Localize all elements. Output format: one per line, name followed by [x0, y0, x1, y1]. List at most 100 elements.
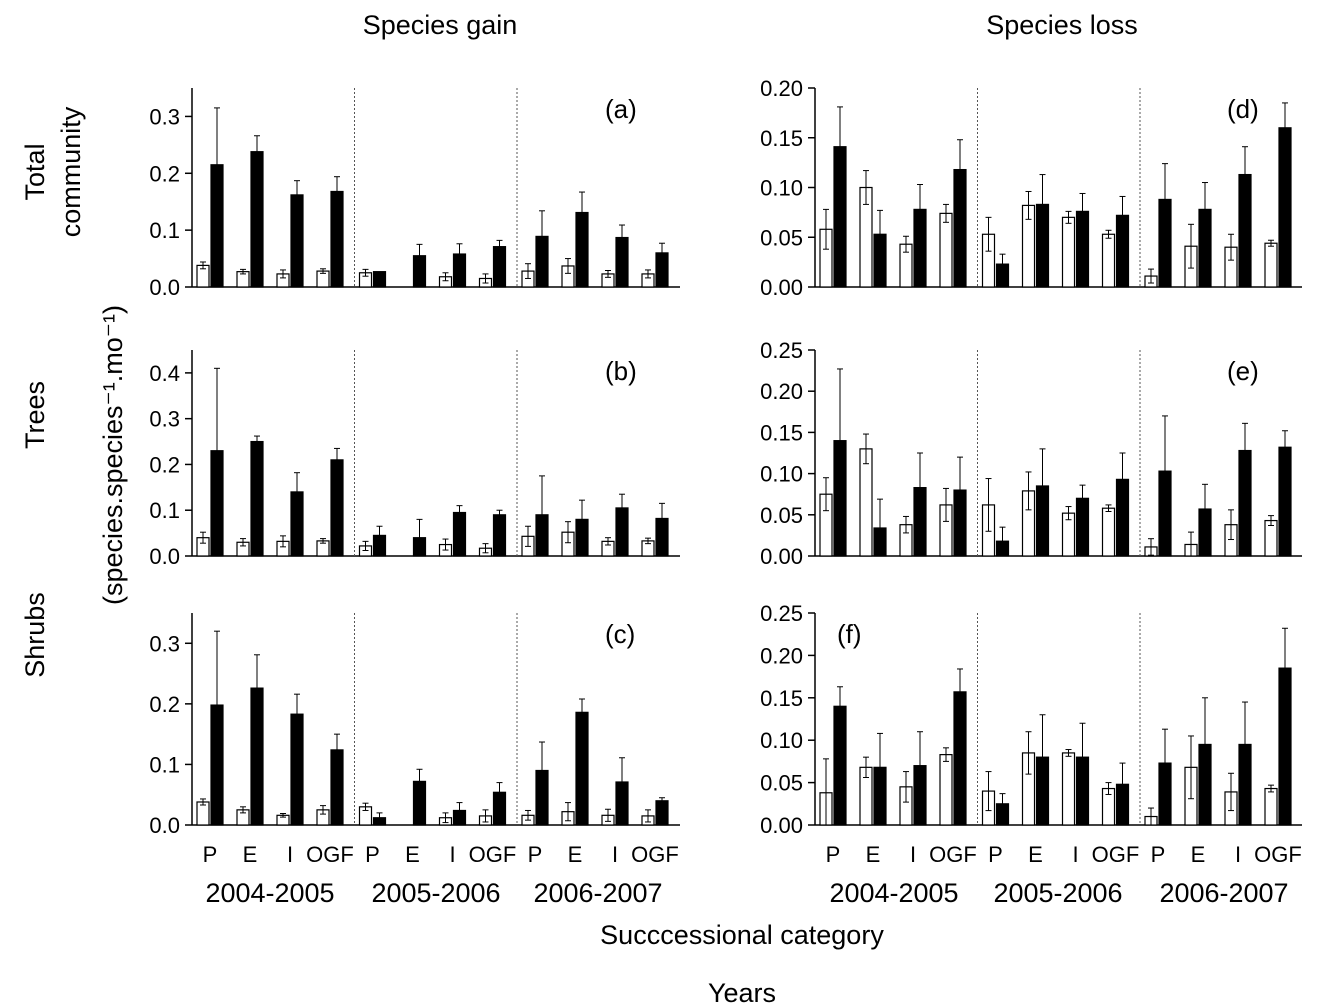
bar	[995, 540, 1010, 557]
bar	[833, 146, 847, 288]
bar	[1238, 743, 1252, 826]
bar	[939, 754, 953, 826]
bar	[1278, 127, 1292, 288]
bar	[953, 691, 967, 826]
bar	[535, 235, 549, 288]
y-tick-label: 0.00	[760, 544, 803, 569]
panel-label: (d)	[1227, 94, 1259, 124]
bar	[1278, 667, 1292, 826]
bar	[953, 168, 967, 288]
category-tick-label: I	[910, 842, 916, 867]
bar	[412, 537, 427, 557]
y-tick-label: 0.3	[149, 407, 180, 432]
y-tick-label: 0.20	[760, 76, 803, 101]
bar	[873, 766, 887, 826]
bar	[575, 211, 589, 288]
bar	[290, 713, 304, 826]
row-label-total-line2: community	[56, 106, 86, 237]
y-tick-label: 0.2	[149, 161, 180, 186]
bar	[452, 809, 467, 826]
category-tick-label: P	[1151, 842, 1166, 867]
y-tick-label: 0.20	[760, 643, 803, 668]
y-tick-label: 0.05	[760, 503, 803, 528]
bar	[1264, 242, 1278, 288]
panel-f: 0.00 0.05 0.10 0.15 0.20 0.25 (f)	[760, 601, 1302, 838]
bar	[372, 817, 387, 826]
category-tick-label: OGF	[1092, 842, 1140, 867]
year-label-loss-1: 2004-2005	[829, 878, 958, 908]
bar	[492, 514, 507, 557]
bar	[492, 246, 507, 288]
bar	[1115, 214, 1130, 288]
bar	[1035, 756, 1050, 826]
bar	[913, 765, 927, 826]
bar	[913, 208, 927, 288]
bar	[210, 450, 224, 557]
bar	[1238, 173, 1252, 288]
y-tick-label: 0.05	[760, 225, 803, 250]
category-tick-label: I	[612, 842, 618, 867]
bar	[655, 517, 669, 557]
row-label-trees: Trees	[20, 381, 50, 449]
category-tick-label: OGF	[929, 842, 977, 867]
bar	[1101, 507, 1116, 557]
row-label-total-line1: Total	[20, 143, 50, 200]
bar	[615, 236, 629, 288]
header-species-loss: Species loss	[986, 10, 1138, 40]
y-tick-label: 0.4	[149, 361, 180, 386]
bar	[615, 507, 629, 557]
y-tick-label: 0.10	[760, 728, 803, 753]
panel-label: (b)	[605, 356, 637, 386]
bar	[1198, 743, 1212, 826]
bar	[492, 791, 507, 826]
category-tick-label: P	[988, 842, 1003, 867]
bar	[372, 271, 387, 288]
bar	[575, 518, 589, 557]
bar	[995, 263, 1010, 288]
bar	[655, 252, 669, 288]
bar	[330, 749, 344, 826]
y-tick-label: 0.20	[760, 379, 803, 404]
bar	[535, 769, 549, 826]
bar	[1278, 446, 1292, 557]
bar	[250, 151, 264, 288]
bar	[210, 704, 224, 826]
bar	[452, 511, 467, 557]
category-tick-label: P	[203, 842, 218, 867]
category-tick-label: OGF	[1254, 842, 1302, 867]
bar	[330, 459, 344, 557]
bar	[575, 711, 589, 826]
y-tick-label: 0.3	[149, 631, 180, 656]
bar	[1115, 478, 1130, 557]
bar	[1198, 208, 1212, 288]
bar	[655, 800, 669, 826]
bar	[452, 253, 467, 288]
panel-label: (c)	[605, 619, 635, 649]
bar	[1158, 198, 1172, 288]
bar	[290, 491, 304, 557]
y-tick-label: 0.1	[149, 218, 180, 243]
category-tick-label: OGF	[306, 842, 354, 867]
panel-label: (a)	[605, 94, 637, 124]
y-tick-label: 0.25	[760, 338, 803, 363]
panel-label: (e)	[1227, 356, 1259, 386]
y-tick-label: 0.00	[760, 275, 803, 300]
category-tick-label: P	[826, 842, 841, 867]
panel-label: (f)	[837, 619, 862, 649]
y-tick-label: 0.1	[149, 498, 180, 523]
bar	[1075, 497, 1090, 557]
bar	[1238, 449, 1252, 557]
y-tick-label: 0.10	[760, 176, 803, 201]
y-axis-label: (species.species⁻¹.mo⁻¹)	[98, 305, 128, 605]
bar	[833, 705, 847, 826]
panel-a: 0.0 0.1 0.2 0.3 (a)	[149, 88, 680, 300]
year-label-gain-3: 2006-2007	[533, 878, 662, 908]
bar	[535, 514, 549, 557]
bar	[1101, 233, 1116, 288]
year-label-gain-1: 2004-2005	[205, 878, 334, 908]
y-tick-label: 0.0	[149, 813, 180, 838]
category-ticks-gain: P E I OGF P E I OGF P E I OGF	[203, 842, 679, 867]
category-tick-label: E	[568, 842, 583, 867]
bar	[939, 212, 953, 288]
panel-d: 0.00 0.05 0.10 0.15 0.20 (d)	[760, 76, 1302, 300]
